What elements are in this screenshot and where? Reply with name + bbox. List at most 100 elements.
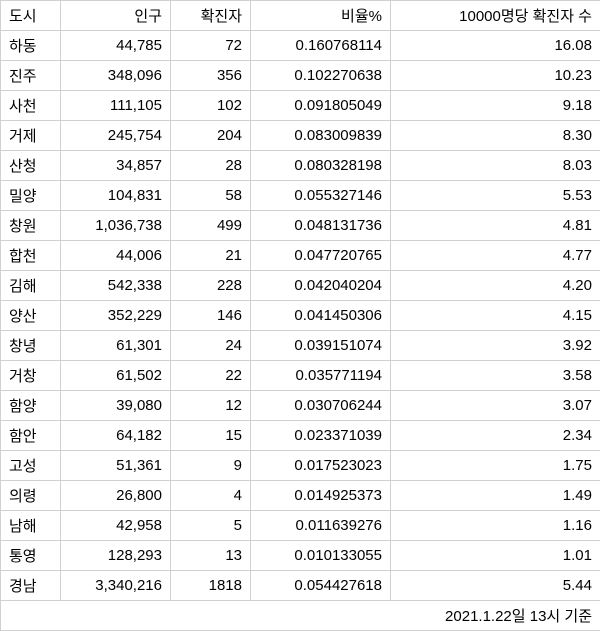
cell-city: 거제 <box>1 121 61 151</box>
cell-confirmed: 204 <box>171 121 251 151</box>
cell-per10k: 2.34 <box>391 421 600 451</box>
cell-population: 34,857 <box>61 151 171 181</box>
cell-confirmed: 499 <box>171 211 251 241</box>
cell-population: 61,502 <box>61 361 171 391</box>
cell-confirmed: 102 <box>171 91 251 121</box>
cell-population: 26,800 <box>61 481 171 511</box>
cell-per10k: 1.01 <box>391 541 600 571</box>
cell-per10k: 16.08 <box>391 31 600 61</box>
cell-confirmed: 4 <box>171 481 251 511</box>
cell-ratio: 0.160768114 <box>251 31 391 61</box>
cell-per10k: 1.49 <box>391 481 600 511</box>
cell-population: 64,182 <box>61 421 171 451</box>
table-row: 의령26,80040.0149253731.49 <box>1 481 600 511</box>
cell-confirmed: 228 <box>171 271 251 301</box>
cell-ratio: 0.047720765 <box>251 241 391 271</box>
table-row: 김해542,3382280.0420402044.20 <box>1 271 600 301</box>
cell-population: 42,958 <box>61 511 171 541</box>
cell-population: 44,785 <box>61 31 171 61</box>
cell-ratio: 0.035771194 <box>251 361 391 391</box>
cell-city: 양산 <box>1 301 61 331</box>
covid-stats-table: 도시 인구 확진자 비율% 10000명당 확진자 수 하동44,785720.… <box>0 0 600 631</box>
table-row: 통영128,293130.0101330551.01 <box>1 541 600 571</box>
cell-confirmed: 146 <box>171 301 251 331</box>
table-row: 고성51,36190.0175230231.75 <box>1 451 600 481</box>
cell-city: 함안 <box>1 421 61 451</box>
table-row: 하동44,785720.16076811416.08 <box>1 31 600 61</box>
cell-population: 542,338 <box>61 271 171 301</box>
cell-per10k: 5.53 <box>391 181 600 211</box>
header-population: 인구 <box>61 1 171 31</box>
cell-population: 348,096 <box>61 61 171 91</box>
cell-city: 창원 <box>1 211 61 241</box>
cell-city: 고성 <box>1 451 61 481</box>
header-city: 도시 <box>1 1 61 31</box>
cell-confirmed: 28 <box>171 151 251 181</box>
table-header: 도시 인구 확진자 비율% 10000명당 확진자 수 <box>1 1 600 31</box>
cell-ratio: 0.080328198 <box>251 151 391 181</box>
table-row: 합천44,006210.0477207654.77 <box>1 241 600 271</box>
table-row: 경남3,340,21618180.0544276185.44 <box>1 571 600 601</box>
cell-confirmed: 5 <box>171 511 251 541</box>
cell-ratio: 0.010133055 <box>251 541 391 571</box>
table-row: 함양39,080120.0307062443.07 <box>1 391 600 421</box>
footer-note: 2021.1.22일 13시 기준 <box>1 601 600 631</box>
cell-confirmed: 9 <box>171 451 251 481</box>
cell-confirmed: 24 <box>171 331 251 361</box>
cell-ratio: 0.091805049 <box>251 91 391 121</box>
header-row: 도시 인구 확진자 비율% 10000명당 확진자 수 <box>1 1 600 31</box>
cell-confirmed: 356 <box>171 61 251 91</box>
cell-ratio: 0.102270638 <box>251 61 391 91</box>
cell-confirmed: 1818 <box>171 571 251 601</box>
cell-ratio: 0.039151074 <box>251 331 391 361</box>
cell-per10k: 4.77 <box>391 241 600 271</box>
cell-city: 밀양 <box>1 181 61 211</box>
cell-population: 3,340,216 <box>61 571 171 601</box>
cell-population: 61,301 <box>61 331 171 361</box>
table-row: 창원1,036,7384990.0481317364.81 <box>1 211 600 241</box>
header-ratio: 비율% <box>251 1 391 31</box>
table-row: 함안64,182150.0233710392.34 <box>1 421 600 451</box>
cell-city: 합천 <box>1 241 61 271</box>
cell-per10k: 8.03 <box>391 151 600 181</box>
cell-per10k: 5.44 <box>391 571 600 601</box>
cell-per10k: 1.16 <box>391 511 600 541</box>
cell-confirmed: 72 <box>171 31 251 61</box>
cell-per10k: 3.58 <box>391 361 600 391</box>
cell-population: 111,105 <box>61 91 171 121</box>
header-per10k: 10000명당 확진자 수 <box>391 1 600 31</box>
cell-population: 104,831 <box>61 181 171 211</box>
cell-per10k: 3.07 <box>391 391 600 421</box>
table-row: 거창61,502220.0357711943.58 <box>1 361 600 391</box>
cell-city: 진주 <box>1 61 61 91</box>
cell-population: 128,293 <box>61 541 171 571</box>
table-body: 하동44,785720.16076811416.08진주348,0963560.… <box>1 31 600 631</box>
cell-per10k: 10.23 <box>391 61 600 91</box>
cell-per10k: 9.18 <box>391 91 600 121</box>
cell-confirmed: 13 <box>171 541 251 571</box>
cell-confirmed: 58 <box>171 181 251 211</box>
cell-per10k: 3.92 <box>391 331 600 361</box>
cell-city: 하동 <box>1 31 61 61</box>
cell-ratio: 0.023371039 <box>251 421 391 451</box>
table-row: 진주348,0963560.10227063810.23 <box>1 61 600 91</box>
cell-population: 39,080 <box>61 391 171 421</box>
cell-ratio: 0.042040204 <box>251 271 391 301</box>
cell-ratio: 0.054427618 <box>251 571 391 601</box>
cell-city: 통영 <box>1 541 61 571</box>
cell-population: 44,006 <box>61 241 171 271</box>
cell-city: 산청 <box>1 151 61 181</box>
cell-city: 의령 <box>1 481 61 511</box>
cell-city: 함양 <box>1 391 61 421</box>
cell-ratio: 0.011639276 <box>251 511 391 541</box>
cell-city: 사천 <box>1 91 61 121</box>
cell-confirmed: 12 <box>171 391 251 421</box>
table-row: 사천111,1051020.0918050499.18 <box>1 91 600 121</box>
table-row: 밀양104,831580.0553271465.53 <box>1 181 600 211</box>
cell-confirmed: 21 <box>171 241 251 271</box>
cell-population: 352,229 <box>61 301 171 331</box>
cell-population: 51,361 <box>61 451 171 481</box>
cell-per10k: 8.30 <box>391 121 600 151</box>
cell-per10k: 4.15 <box>391 301 600 331</box>
cell-population: 1,036,738 <box>61 211 171 241</box>
